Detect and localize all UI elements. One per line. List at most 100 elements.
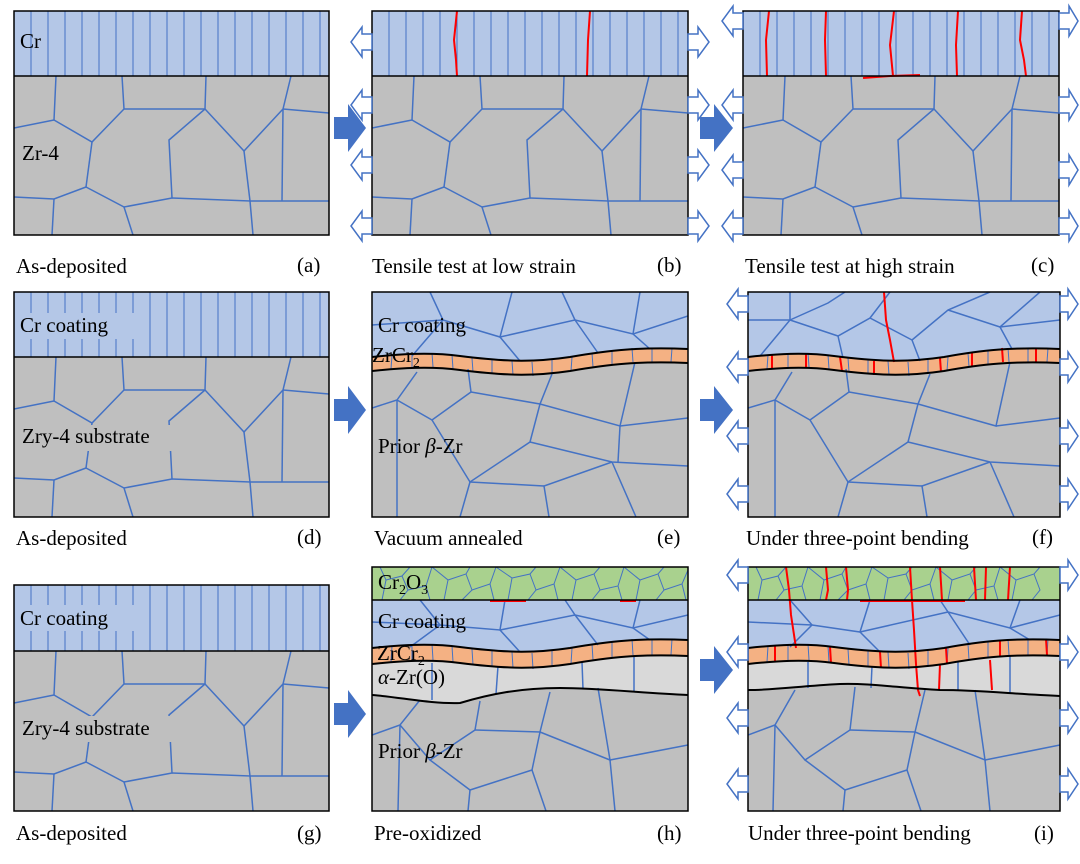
- grain-boundaries: [14, 75, 329, 235]
- panel-i: Under three-point bending (i): [726, 557, 1079, 845]
- panel-caption: Pre-oxidized: [374, 821, 482, 845]
- panel-c: Tensile test at high strain (c): [721, 3, 1079, 278]
- panel-border: [742, 10, 1060, 236]
- panel-border: [747, 291, 1061, 518]
- grain-boundaries: [748, 292, 1060, 517]
- substrate-layer: [14, 76, 329, 235]
- zrcr2-label: ZrCr2: [377, 641, 425, 669]
- panel-letter: (a): [297, 253, 320, 277]
- zrcr2-label: ZrCr2: [372, 343, 420, 371]
- cr-layer: [743, 11, 1059, 76]
- interface-line: [371, 654, 689, 669]
- panel-caption: Vacuum annealed: [374, 526, 523, 550]
- tensile-arrows: [726, 557, 1079, 802]
- cracks: [452, 10, 591, 77]
- step-arrow: [700, 386, 733, 434]
- grain-boundaries: [14, 650, 329, 811]
- grain-boundaries: [748, 599, 1060, 811]
- panel-caption: Under three-point bending: [746, 526, 969, 550]
- step-arrow: [334, 386, 366, 434]
- grain-boundaries: [372, 75, 688, 235]
- panel-letter: (g): [297, 821, 322, 845]
- panel-caption: As-deposited: [16, 821, 127, 845]
- interface-line: [747, 361, 1061, 376]
- zrcr2-grains: [766, 638, 1049, 670]
- columnar-grains: [388, 11, 679, 76]
- columnar-grains: [30, 11, 321, 76]
- interface-line: [747, 682, 1061, 697]
- panel-border: [13, 10, 330, 236]
- grain-boundaries: [372, 599, 688, 811]
- panel-letter: (h): [657, 821, 682, 845]
- alpha-zr-layer: [748, 655, 1060, 696]
- interface-line: [747, 347, 1061, 362]
- cr-layer: [372, 11, 688, 76]
- panel-d: Cr coating Zry-4 substrate As-deposited …: [13, 291, 330, 550]
- panel-letter: (d): [297, 525, 322, 549]
- tensile-arrows: [350, 24, 710, 244]
- cr-layer: [748, 600, 1060, 652]
- step-arrow: [700, 104, 733, 152]
- zrcr2-grains: [390, 347, 673, 377]
- interface-line: [747, 654, 1061, 669]
- zrcr2-grains: [766, 347, 1049, 377]
- panel-caption: As-deposited: [16, 254, 127, 278]
- interface-line: [371, 347, 689, 362]
- panel-e: Cr coating ZrCr2 Prior β-Zr Vacuum annea…: [371, 291, 689, 550]
- zrcr2-grains: [390, 638, 673, 670]
- substrate-layer: [372, 76, 688, 235]
- grain-boundaries: [372, 292, 688, 517]
- oxide-layer: [372, 567, 688, 600]
- label-bg: [20, 716, 198, 742]
- panel-border: [747, 566, 1061, 812]
- panel-caption: Tensile test at high strain: [745, 254, 955, 278]
- panel-border: [371, 566, 689, 812]
- step-arrow: [700, 646, 733, 694]
- interface-line: [371, 638, 689, 653]
- interface-line: [371, 686, 689, 705]
- step-arrow: [334, 690, 366, 738]
- tensile-arrows: [726, 286, 1079, 512]
- panel-b: Tensile test at low strain (b): [350, 10, 710, 278]
- panel-letter: (b): [657, 253, 682, 277]
- interface-line: [371, 361, 689, 376]
- panel-letter: (c): [1031, 253, 1054, 277]
- prior-beta-label: Prior β-Zr: [378, 739, 463, 763]
- panel-h: Cr2O3 Cr coating ZrCr2 α-Zr(O) Prior β-Z…: [371, 566, 689, 845]
- grain-boundaries: [14, 356, 329, 517]
- cr-coating-label: Cr coating: [20, 313, 109, 337]
- panel-a: Cr Zr-4 As-deposited (a): [13, 10, 330, 278]
- columnar-grains: [759, 11, 1050, 76]
- cracks: [764, 10, 1027, 79]
- panel-f: Under three-point bending (f): [726, 286, 1079, 550]
- oxide-grains: [379, 566, 689, 601]
- alpha-zr-label: α-Zr(O): [378, 665, 445, 689]
- step-arrow: [334, 104, 366, 152]
- substrate-label: Zry-4 substrate: [22, 716, 150, 740]
- panel-letter: (f): [1032, 525, 1053, 549]
- cr-coating-label: Cr coating: [378, 313, 467, 337]
- panel-letter: (i): [1034, 821, 1054, 845]
- panel-border: [371, 10, 689, 236]
- cr-layer: [372, 292, 688, 361]
- cr-layer: [748, 292, 1060, 361]
- alpha-zr-layer: [372, 655, 688, 704]
- panel-g: Cr coating Zry-4 substrate As-deposited …: [13, 584, 330, 845]
- substrate-label: Zry-4 substrate: [22, 424, 150, 448]
- prior-beta-label: Prior β-Zr: [378, 434, 463, 458]
- substrate-label: Zr-4: [22, 141, 59, 165]
- panel-caption: Under three-point bending: [748, 821, 971, 845]
- label-bg: [16, 313, 134, 339]
- cr-label: Cr: [20, 29, 41, 53]
- panel-border: [13, 584, 330, 812]
- cr-layer: [372, 600, 688, 652]
- label-bg: [16, 605, 134, 631]
- cracks: [774, 566, 1048, 697]
- substrate-layer: [743, 76, 1059, 235]
- interface-line: [747, 638, 1061, 653]
- tensile-arrows: [721, 3, 1079, 244]
- panel-border: [13, 291, 330, 518]
- oxide-label: Cr2O3: [378, 570, 428, 598]
- panel-caption: Tensile test at low strain: [372, 254, 576, 278]
